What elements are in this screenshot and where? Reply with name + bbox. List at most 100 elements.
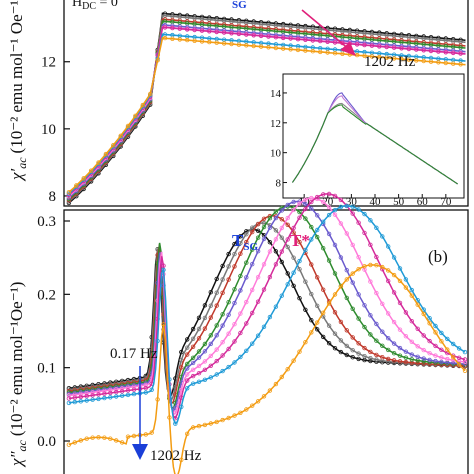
panel-b-point <box>196 423 202 429</box>
panel-b-point <box>303 279 308 284</box>
panel-b-frame <box>63 209 469 474</box>
panel-b-point <box>380 234 385 239</box>
inset-x-tick-label: 70 <box>440 196 452 208</box>
panel-b-point <box>338 319 344 325</box>
panel-a-point <box>451 50 456 56</box>
panel-b-point <box>326 231 332 237</box>
panel-b-line <box>68 215 466 405</box>
panel-a-point <box>303 48 308 53</box>
panel-b-point <box>409 339 414 344</box>
panel-b-point <box>214 303 219 308</box>
panel-b-point <box>202 303 208 308</box>
panel-b-point <box>291 358 296 363</box>
panel-b-point <box>403 334 409 339</box>
panel-b-point <box>238 234 243 239</box>
panel-b-point <box>72 399 77 405</box>
panel-b-point <box>249 225 255 230</box>
panel-b-point <box>397 327 403 332</box>
panel-b-point <box>332 346 338 351</box>
panel-b-point <box>66 396 72 401</box>
panel-b-point <box>238 288 243 293</box>
panel-b-point <box>161 267 166 273</box>
panel-b-point <box>303 206 308 212</box>
panel-a-point <box>406 57 412 62</box>
panel-b-point <box>66 400 72 406</box>
panel-b-point <box>338 349 344 355</box>
panel-a-point <box>170 36 175 41</box>
panel-a-point <box>318 49 323 55</box>
panel-b-point <box>72 392 77 397</box>
panel-b-point <box>267 239 273 245</box>
panel-a-point <box>147 91 153 97</box>
panel-b-point <box>244 348 249 353</box>
panel-b-point <box>125 385 131 390</box>
panel-b-point <box>462 368 468 373</box>
panel-b-point <box>96 435 101 440</box>
panel-b-point <box>315 194 320 200</box>
panel-b-series-5 <box>66 199 468 413</box>
panel-b-point <box>102 391 107 396</box>
panel-b-point <box>374 263 379 268</box>
panel-b-point <box>261 236 267 242</box>
panel-b-point <box>261 394 267 399</box>
inset-x-tick-label: 50 <box>393 196 405 208</box>
panel-b-point <box>338 284 344 289</box>
panel-b-point <box>220 263 225 269</box>
panel-b-point <box>309 318 314 323</box>
panel-a-point <box>369 43 375 48</box>
panel-b-point <box>362 264 367 269</box>
panel-a-series <box>66 11 466 206</box>
panel-b-point <box>356 255 361 260</box>
panel-b-point <box>232 241 237 247</box>
panel-b-point <box>113 394 119 399</box>
panel-b-point <box>279 235 284 240</box>
inset-x-tick-label: 20 <box>322 196 334 208</box>
panel-b-point <box>338 255 344 260</box>
panel-b-point <box>350 211 355 216</box>
inset-y-tick-label: 14 <box>270 88 282 100</box>
panel-b-point <box>391 255 397 260</box>
panel-a-point <box>384 55 389 60</box>
panel-a-point <box>177 37 182 42</box>
panel-a-point <box>118 133 123 138</box>
panel-b-point <box>297 349 302 354</box>
panel-b-point <box>279 259 284 265</box>
panel-b-point <box>232 413 237 418</box>
panel-b-point <box>184 386 190 391</box>
panel-b-point <box>350 271 355 276</box>
panel-b-point <box>261 287 267 292</box>
panel-b-point <box>190 425 196 430</box>
panel-a-y-tick-label: 12 <box>41 55 56 71</box>
panel-b-point <box>427 321 432 326</box>
panel-b-point <box>285 271 290 276</box>
inset-x-tick-label: 30 <box>346 196 358 208</box>
panel-a-point <box>340 51 345 56</box>
panel-a-point <box>414 58 419 63</box>
panel-b-point <box>391 272 397 278</box>
panel-b-point <box>255 399 261 404</box>
panel-b-point <box>386 311 391 316</box>
panel-a-point <box>362 53 367 58</box>
panel-b-point <box>184 366 190 371</box>
panel-a-y-tick-label: 8 <box>49 189 57 205</box>
panel-b-point <box>326 301 332 306</box>
panel-b-point <box>184 372 190 377</box>
panel-b-point <box>190 381 196 386</box>
panel-b-point <box>279 216 284 222</box>
panel-b-point <box>184 431 190 436</box>
panel-b-point <box>285 367 290 372</box>
panel-b-point <box>456 355 462 360</box>
panel-b-point <box>155 338 160 344</box>
panel-b-point <box>78 399 83 404</box>
panel-b-point <box>255 221 261 227</box>
panel-b-point <box>220 323 225 328</box>
panel-a-point <box>81 176 86 181</box>
panel-b-point <box>196 371 202 376</box>
panel-b-point <box>309 199 314 205</box>
panel-a-point <box>88 168 94 173</box>
panel-b-point <box>273 381 279 387</box>
panel-b-point <box>285 222 290 227</box>
panel-b-point <box>273 209 279 214</box>
panel-b-point <box>108 390 113 396</box>
panel-b-point <box>403 359 409 365</box>
